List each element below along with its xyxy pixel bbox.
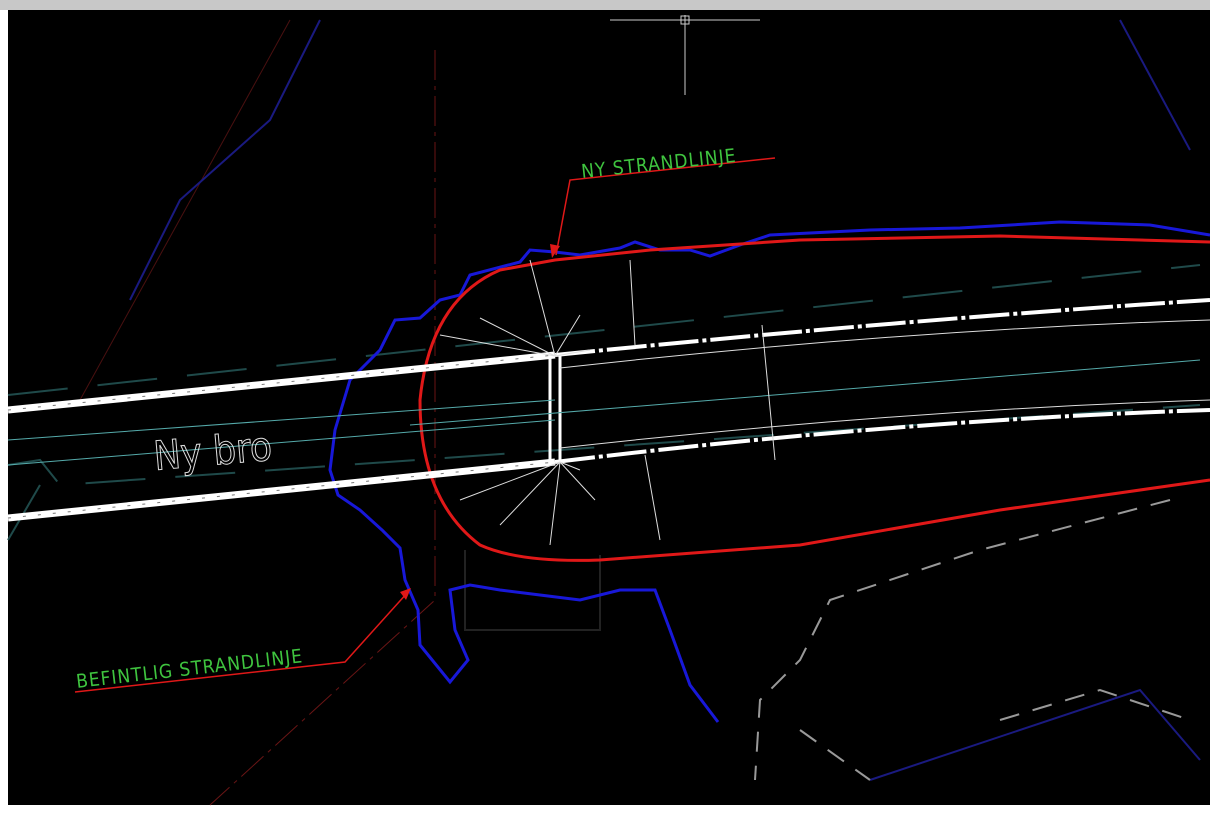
center-line [7,404,1201,487]
leader [74,591,409,693]
toolbar[interactable] [0,0,1210,10]
bg-line [129,19,321,301]
bg-line [1119,19,1191,151]
label-bridge: Ny bro [152,424,274,480]
leader-arrow [400,588,411,600]
center-line [7,264,1201,396]
crosshair [610,15,760,95]
road-edge [554,298,1210,464]
bg-line [79,19,291,401]
bg-shape [464,550,601,631]
existing-shoreline [328,220,1210,723]
slope-hatch [439,259,776,546]
bg-line [869,688,1201,781]
bridge-pattern [7,354,556,519]
abutment [548,356,562,465]
leader-arrow [550,244,560,258]
road-edge-inner [559,319,1210,449]
road-line [7,359,1201,466]
cursor-box [680,15,690,25]
axis-line [209,50,436,806]
leader [555,157,776,256]
dashed-contour [754,499,1191,781]
new-shoreline [418,234,1210,562]
drawing-area[interactable] [8,10,1210,805]
bg-line [7,484,41,541]
drawing [7,15,1210,806]
